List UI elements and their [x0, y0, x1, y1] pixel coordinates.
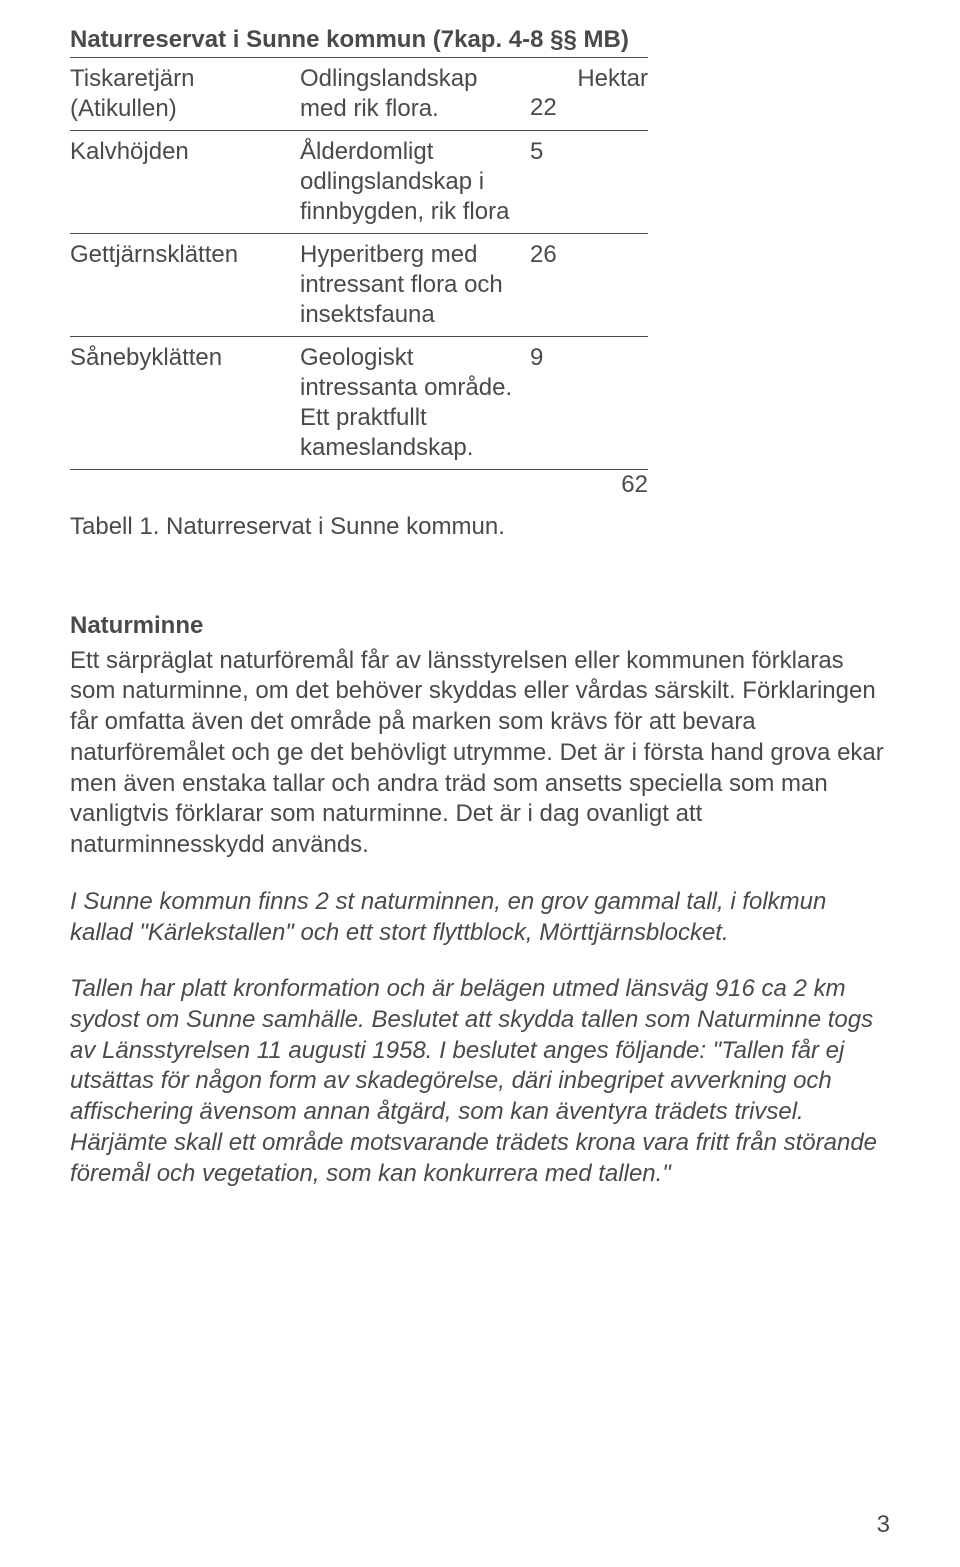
row-desc: Odlingslandskap med rik flora. [300, 58, 530, 131]
row-value: 5 [530, 131, 648, 234]
paragraph-italic: I Sunne kommun finns 2 st naturminnen, e… [70, 887, 890, 948]
row-desc: Geologiskt intressanta område. Ett prakt… [300, 337, 530, 470]
table-row: Kalvhöjden Ålderdomligt odlingslandskap … [70, 131, 648, 234]
section-title: Naturminne [70, 612, 890, 640]
table-row: Gettjärnsklätten Hyperitberg med intress… [70, 234, 648, 337]
table-title-row: Naturreservat i Sunne kommun (7kap. 4-8 … [70, 24, 648, 58]
table-total: 62 [70, 470, 648, 501]
table-title: Naturreservat i Sunne kommun (7kap. 4-8 … [70, 26, 629, 53]
row-name: Kalvhöjden [70, 131, 300, 234]
table-row: Sånebyklätten Geologiskt intressanta omr… [70, 337, 648, 470]
paragraph-italic: Tallen har platt kronformation och är be… [70, 974, 890, 1189]
table-caption: Tabell 1. Naturreservat i Sunne kommun. [70, 511, 890, 542]
row-desc: Hyperitberg med intressant flora och ins… [300, 234, 530, 337]
reserves-table-wrap: Naturreservat i Sunne kommun (7kap. 4-8 … [70, 24, 890, 501]
table-total-row: 62 [70, 470, 648, 501]
row-name: Gettjärnsklätten [70, 234, 300, 337]
row-value: 22 [530, 93, 648, 123]
row-name: Sånebyklätten [70, 337, 300, 470]
row-value: 9 [530, 337, 648, 470]
row-name: Tiskaretjärn (Atikullen) [70, 58, 300, 131]
document-page: Naturreservat i Sunne kommun (7kap. 4-8 … [0, 0, 960, 1567]
table-row: Tiskaretjärn (Atikullen) Odlingslandskap… [70, 58, 648, 131]
paragraph: Ett särpräglat naturföremål får av länss… [70, 646, 890, 861]
row-value: 26 [530, 234, 648, 337]
hectares-header: Hektar [530, 64, 648, 92]
page-number: 3 [877, 1511, 890, 1539]
reserves-table: Naturreservat i Sunne kommun (7kap. 4-8 … [70, 24, 648, 501]
row-desc: Ålderdomligt odlingslandskap i finnbygde… [300, 131, 530, 234]
